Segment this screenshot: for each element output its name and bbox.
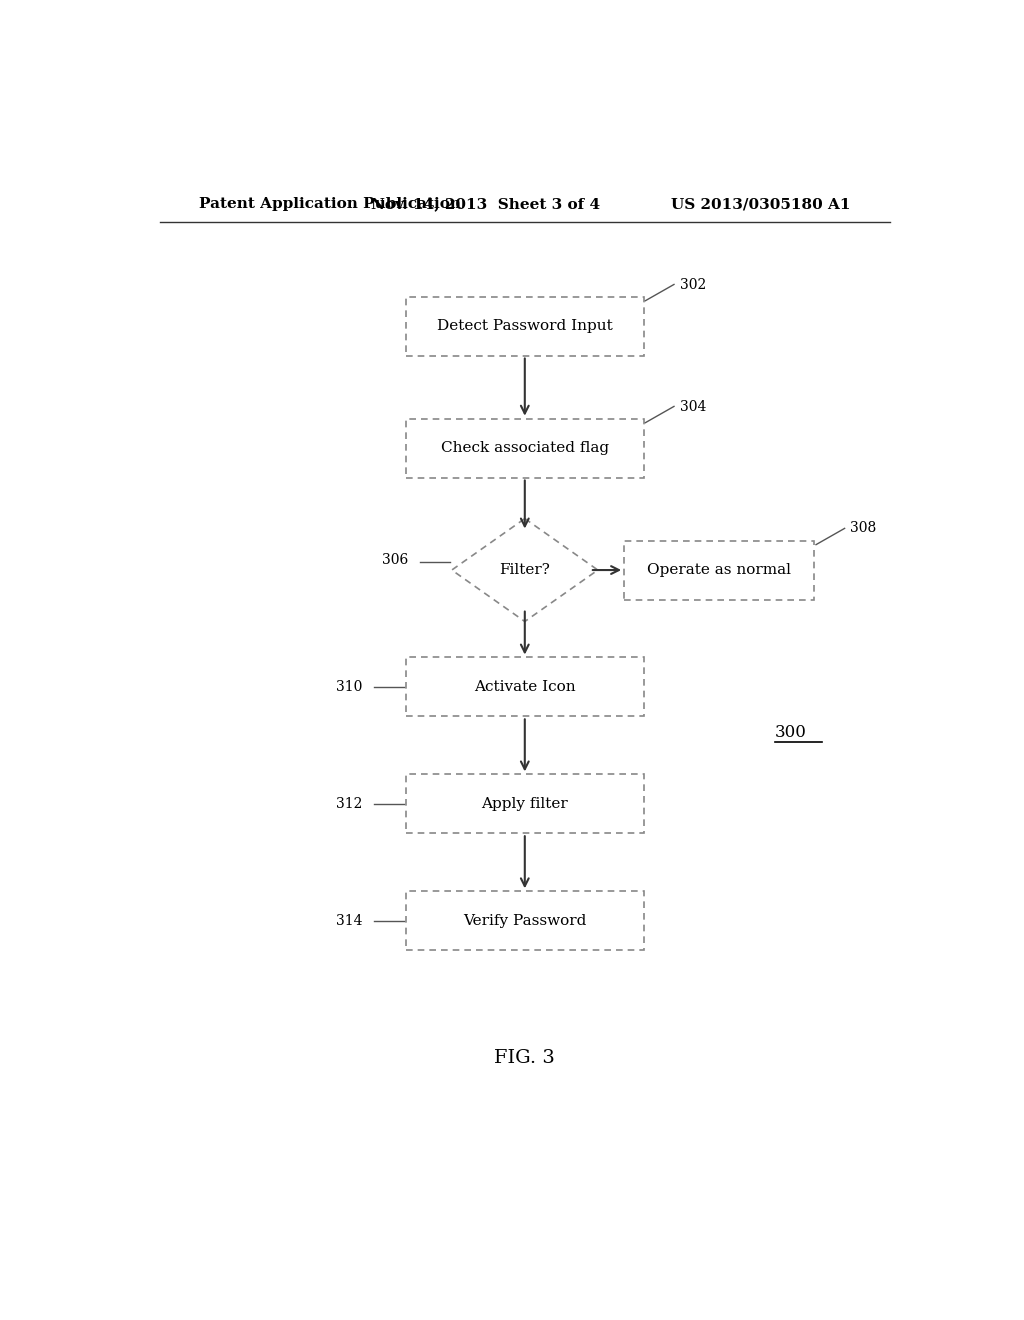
Text: Detect Password Input: Detect Password Input [437,319,612,333]
Text: Check associated flag: Check associated flag [440,441,609,455]
FancyBboxPatch shape [406,297,644,355]
Text: 310: 310 [336,680,362,694]
Text: Activate Icon: Activate Icon [474,680,575,694]
Text: Filter?: Filter? [500,564,550,577]
Text: 308: 308 [850,521,877,536]
Text: Patent Application Publication: Patent Application Publication [200,197,462,211]
Text: 300: 300 [775,725,807,741]
FancyBboxPatch shape [406,891,644,950]
FancyBboxPatch shape [406,418,644,478]
Polygon shape [452,519,598,622]
Text: 302: 302 [680,277,706,292]
Text: Verify Password: Verify Password [463,913,587,928]
FancyBboxPatch shape [406,657,644,717]
Text: Nov. 14, 2013  Sheet 3 of 4: Nov. 14, 2013 Sheet 3 of 4 [371,197,600,211]
Text: 306: 306 [382,553,409,566]
FancyBboxPatch shape [624,541,814,599]
Text: FIG. 3: FIG. 3 [495,1049,555,1067]
Text: 314: 314 [336,913,362,928]
Text: 312: 312 [336,797,362,810]
Text: 304: 304 [680,400,706,413]
FancyBboxPatch shape [406,775,644,833]
Text: Operate as normal: Operate as normal [647,564,792,577]
Text: US 2013/0305180 A1: US 2013/0305180 A1 [671,197,850,211]
Text: Apply filter: Apply filter [481,797,568,810]
